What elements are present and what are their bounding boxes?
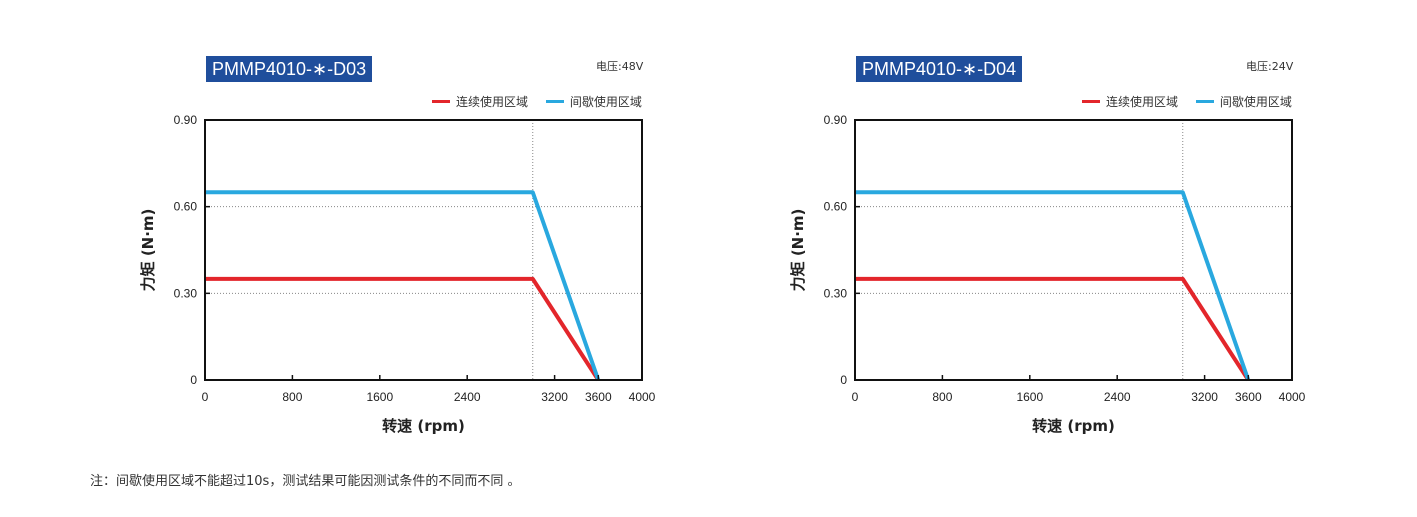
x-tick-label: 3600: [1235, 390, 1262, 404]
legend-swatch-intermittent: [545, 100, 564, 103]
chart-svg: 0 800 1600 2400 3200 3600 4000 0 0.30 0.60 0.90 转速 …: [139, 113, 656, 435]
chart-title: PMMP4010-∗-D03: [206, 56, 373, 82]
legend-item-intermittent: 间歇使用区域: [1195, 93, 1292, 110]
series-line-continuous: [855, 276, 1250, 382]
chart-title: PMMP4010-∗-D04: [856, 56, 1023, 82]
x-tick-label: 2400: [454, 390, 481, 404]
footnote: 注：间歇使用区域不能超过10s，测试结果可能因测试条件的不同而不同 。: [90, 474, 521, 489]
chart-panel: PMMP4010-∗-D03 电压:48V 连续使用区域 间歇使用区域 0 800…: [0, 0, 700, 450]
x-tick-label: 2400: [1104, 390, 1131, 404]
legend-swatch-intermittent: [1195, 100, 1214, 103]
legend-label: 间歇使用区域: [569, 95, 642, 109]
x-tick-label: 800: [932, 390, 952, 404]
y-tick-label: 0.30: [824, 286, 848, 300]
y-axis-label: 力矩 (N·m): [139, 209, 157, 292]
y-tick-label: 0.60: [174, 200, 198, 214]
chart-legend: 连续使用区域 间歇使用区域: [418, 92, 642, 110]
y-tick-label: 0.90: [824, 113, 848, 127]
legend-item-continuous: 连续使用区域: [1082, 93, 1178, 110]
x-tick-label: 3600: [585, 390, 612, 404]
y-tick-label: 0.90: [174, 113, 198, 127]
legend-swatch-continuous: [432, 100, 450, 103]
y-tick-label: 0: [840, 373, 847, 387]
x-tick-label: 0: [202, 390, 209, 404]
legend-swatch-continuous: [1082, 100, 1100, 103]
voltage-label: 电压:48V: [596, 60, 644, 73]
x-tick-label: 1600: [366, 390, 393, 404]
legend-item-intermittent: 间歇使用区域: [545, 93, 642, 110]
series-line-intermittent: [855, 190, 1251, 381]
chart-legend: 连续使用区域 间歇使用区域: [1068, 92, 1292, 110]
x-tick-label: 3200: [1191, 390, 1218, 404]
y-axis-label: 力矩 (N·m): [789, 209, 807, 292]
x-tick-label: 1600: [1016, 390, 1043, 404]
y-tick-label: 0.30: [174, 286, 198, 300]
x-tick-label: 0: [852, 390, 859, 404]
legend-item-continuous: 连续使用区域: [432, 93, 528, 110]
plot-frame: [204, 119, 643, 381]
legend-label: 连续使用区域: [1106, 95, 1179, 109]
legend-label: 连续使用区域: [456, 95, 529, 109]
voltage-label: 电压:24V: [1246, 60, 1294, 73]
x-tick-label: 3200: [541, 390, 568, 404]
plot-frame: [854, 119, 1293, 381]
x-tick-label: 4000: [629, 390, 656, 404]
x-tick-label: 4000: [1279, 390, 1306, 404]
series-line-continuous: [205, 276, 600, 382]
chart-svg: 0 800 1600 2400 3200 3600 4000 0 0.30 0.60 0.90 转速 …: [789, 113, 1306, 435]
x-tick-label: 800: [282, 390, 302, 404]
legend-label: 间歇使用区域: [1219, 95, 1292, 109]
chart-panel: PMMP4010-∗-D04 电压:24V 连续使用区域 间歇使用区域 0 800…: [650, 0, 1350, 450]
x-axis-label: 转速 (rpm): [382, 417, 465, 435]
series-line-intermittent: [205, 190, 601, 381]
x-axis-label: 转速 (rpm): [1032, 417, 1115, 435]
y-tick-label: 0.60: [824, 200, 848, 214]
y-tick-label: 0: [190, 373, 197, 387]
